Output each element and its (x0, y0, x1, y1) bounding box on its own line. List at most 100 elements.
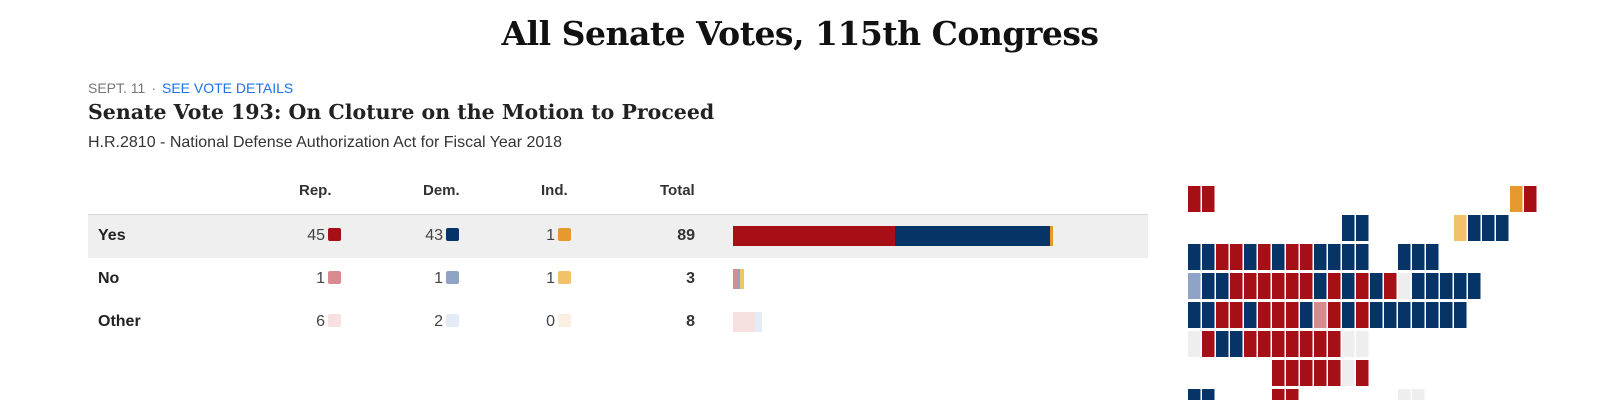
senator-tile[interactable] (1216, 302, 1229, 328)
senator-tile[interactable] (1398, 389, 1411, 400)
senator-tile[interactable] (1272, 244, 1285, 270)
senator-tile[interactable] (1356, 244, 1369, 270)
senator-tile[interactable] (1356, 360, 1369, 386)
senator-tile[interactable] (1328, 360, 1341, 386)
senator-tile[interactable] (1202, 186, 1215, 212)
senator-tile[interactable] (1286, 360, 1299, 386)
senator-tile[interactable] (1384, 302, 1397, 328)
page-title: All Senate Votes, 115th Congress (501, 14, 1099, 53)
senator-tile[interactable] (1426, 273, 1439, 299)
senator-tile[interactable] (1314, 273, 1327, 299)
senator-tile[interactable] (1342, 360, 1355, 386)
senator-tile[interactable] (1398, 302, 1411, 328)
senator-tile[interactable] (1510, 186, 1523, 212)
senator-tile[interactable] (1216, 273, 1229, 299)
senator-tile[interactable] (1188, 302, 1201, 328)
senator-tile[interactable] (1272, 302, 1285, 328)
senator-tile[interactable] (1342, 215, 1355, 241)
senator-tile[interactable] (1398, 273, 1411, 299)
senator-tile[interactable] (1286, 389, 1299, 400)
senator-tile[interactable] (1440, 302, 1453, 328)
senator-tile[interactable] (1258, 331, 1271, 357)
senator-tile[interactable] (1370, 273, 1383, 299)
senator-tile[interactable] (1412, 389, 1425, 400)
senator-tile[interactable] (1188, 186, 1201, 212)
senator-tile[interactable] (1258, 302, 1271, 328)
senator-tile[interactable] (1524, 186, 1537, 212)
senator-tile[interactable] (1300, 360, 1313, 386)
senator-tile[interactable] (1202, 273, 1215, 299)
senator-tile[interactable] (1356, 302, 1369, 328)
senator-tile[interactable] (1286, 273, 1299, 299)
senator-tile[interactable] (1272, 273, 1285, 299)
senator-tile[interactable] (1328, 273, 1341, 299)
senator-tile[interactable] (1412, 273, 1425, 299)
senator-tile[interactable] (1314, 302, 1327, 328)
see-vote-details-link[interactable]: SEE VOTE DETAILS (162, 80, 294, 96)
senator-tile[interactable] (1300, 273, 1313, 299)
senator-tile[interactable] (1426, 244, 1439, 270)
senator-tile[interactable] (1300, 302, 1313, 328)
senator-tile[interactable] (1286, 331, 1299, 357)
senator-tile[interactable] (1314, 360, 1327, 386)
senator-tile[interactable] (1454, 302, 1467, 328)
senator-tile[interactable] (1356, 273, 1369, 299)
senator-tile[interactable] (1328, 244, 1341, 270)
senator-tile[interactable] (1230, 273, 1243, 299)
senator-tile[interactable] (1244, 331, 1257, 357)
senator-tile[interactable] (1384, 273, 1397, 299)
senator-tile[interactable] (1272, 389, 1285, 400)
senator-tile[interactable] (1440, 273, 1453, 299)
senator-tile[interactable] (1496, 215, 1509, 241)
senator-tile[interactable] (1202, 244, 1215, 270)
senator-tile[interactable] (1216, 244, 1229, 270)
senator-tile[interactable] (1188, 389, 1201, 400)
senator-tile[interactable] (1342, 302, 1355, 328)
senator-tile[interactable] (1272, 360, 1285, 386)
senator-tile[interactable] (1314, 244, 1327, 270)
senator-tile[interactable] (1244, 302, 1257, 328)
senator-tile[interactable] (1300, 331, 1313, 357)
yes-bar (733, 226, 1093, 246)
senator-tile[interactable] (1202, 331, 1215, 357)
senator-tile[interactable] (1272, 331, 1285, 357)
senator-tile[interactable] (1342, 273, 1355, 299)
dem-swatch (446, 228, 459, 241)
dem-swatch (446, 314, 459, 327)
vote-title: Senate Vote 193: On Cloture on the Motio… (88, 100, 715, 124)
senator-tile[interactable] (1454, 273, 1467, 299)
senator-tile[interactable] (1202, 302, 1215, 328)
senator-tile[interactable] (1412, 302, 1425, 328)
senator-tile[interactable] (1398, 244, 1411, 270)
senator-tile[interactable] (1426, 302, 1439, 328)
senator-tile[interactable] (1230, 302, 1243, 328)
rep-swatch (328, 271, 341, 284)
senator-tile[interactable] (1188, 331, 1201, 357)
senator-tile[interactable] (1328, 302, 1341, 328)
senator-tile[interactable] (1188, 244, 1201, 270)
senator-tile[interactable] (1328, 331, 1341, 357)
senator-tile[interactable] (1342, 331, 1355, 357)
senator-tile[interactable] (1342, 244, 1355, 270)
senator-tile[interactable] (1286, 244, 1299, 270)
senator-tile[interactable] (1370, 302, 1383, 328)
senator-tile[interactable] (1188, 273, 1201, 299)
senator-tile[interactable] (1258, 244, 1271, 270)
senator-tile[interactable] (1230, 331, 1243, 357)
senator-tile[interactable] (1202, 389, 1215, 400)
senator-tile[interactable] (1468, 215, 1481, 241)
senator-tile[interactable] (1356, 331, 1369, 357)
senator-tile[interactable] (1314, 331, 1327, 357)
senator-tile[interactable] (1356, 215, 1369, 241)
senator-tile[interactable] (1482, 215, 1495, 241)
senator-tile[interactable] (1216, 331, 1229, 357)
senator-tile[interactable] (1258, 273, 1271, 299)
senator-tile[interactable] (1300, 244, 1313, 270)
senator-tile[interactable] (1412, 244, 1425, 270)
senator-tile[interactable] (1468, 273, 1481, 299)
senator-tile[interactable] (1244, 273, 1257, 299)
senator-tile[interactable] (1230, 244, 1243, 270)
senator-tile[interactable] (1454, 215, 1467, 241)
senator-tile[interactable] (1286, 302, 1299, 328)
senator-tile[interactable] (1244, 244, 1257, 270)
